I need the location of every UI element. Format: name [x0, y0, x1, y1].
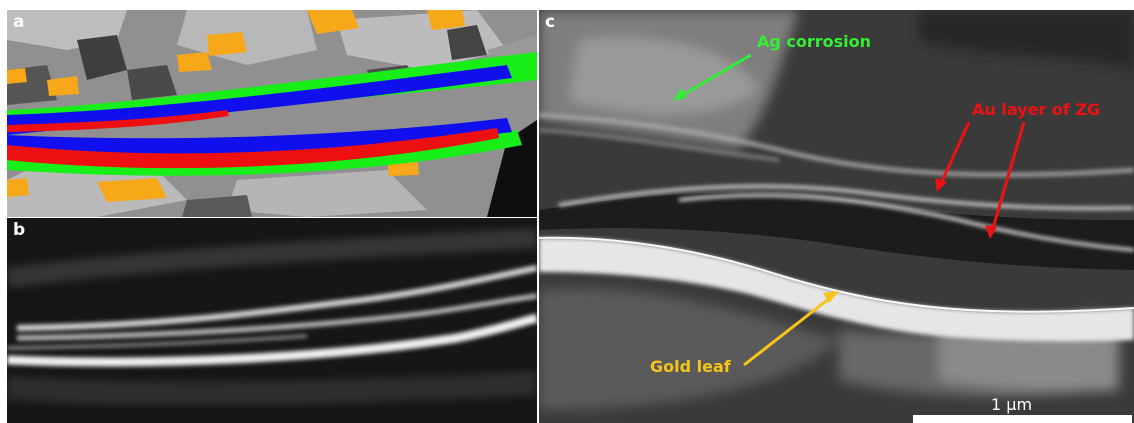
ag-corrosion-label: Ag corrosion — [757, 32, 872, 51]
scale-bar — [913, 415, 1132, 423]
arrow-au-head-2 — [985, 225, 997, 239]
scale-bar-label: 1 µm — [991, 395, 1033, 414]
panel-b-label: b — [13, 220, 26, 240]
panel-c-micrograph: c Ag corrosion Au layer of ZG Gold leaf … — [539, 10, 1134, 423]
panel-a-label: a — [13, 12, 25, 32]
gold-leaf-label: Gold leaf — [650, 357, 731, 376]
panel-c-label: c — [545, 12, 556, 32]
arrow-gold-head — [823, 291, 839, 303]
arrow-au-head-1 — [935, 178, 947, 192]
au-layer-label: Au layer of ZG — [972, 100, 1101, 119]
panel-a-phase-map: a — [7, 10, 537, 217]
micrograph-image — [539, 10, 1134, 423]
phase-map-image — [7, 10, 537, 217]
panel-b-grayscale-image: b — [7, 218, 537, 423]
arrow-ag-head — [674, 88, 687, 100]
grayscale-image — [7, 218, 537, 423]
